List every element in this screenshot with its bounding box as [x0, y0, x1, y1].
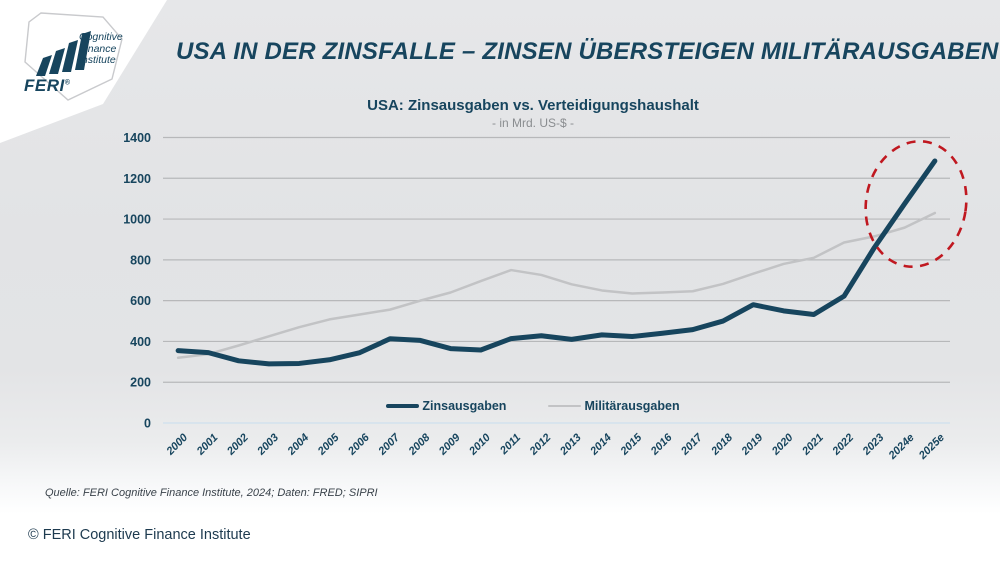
chart-legend: Zinsausgaben Militärausgaben — [163, 397, 903, 415]
footer-copyright: © FERI Cognitive Finance Institute — [28, 527, 251, 543]
zinsausgaben-line-swatch — [386, 403, 420, 409]
x-tick-label: 2022 — [830, 432, 857, 459]
x-tick-label: 2008 — [406, 431, 433, 458]
legend-item-zinsausgaben: Zinsausgaben — [386, 399, 506, 413]
logo-brand: FERI® — [24, 76, 70, 96]
x-tick-label: 2024e — [886, 432, 917, 463]
x-tick-label: 2001 — [194, 432, 221, 459]
militaerausgaben-line-swatch — [548, 404, 582, 408]
x-tick-label: 2023 — [860, 432, 887, 459]
x-tick-label: 2007 — [376, 431, 403, 458]
legend-label-zinsausgaben: Zinsausgaben — [422, 399, 507, 413]
y-tick-label: 1200 — [123, 172, 151, 186]
x-tick-label: 2004 — [285, 432, 312, 459]
chart-subtitle: - in Mrd. US-$ - — [491, 116, 574, 130]
zinsausgaben-line — [175, 158, 938, 367]
legend-label-militaerausgaben: Militärausgaben — [584, 399, 680, 413]
page-title: USA IN DER ZINSFALLE – ZINSEN ÜBERSTEIGE… — [176, 38, 999, 65]
militaerausgaben-line — [176, 211, 937, 359]
chart-title: USA: Zinsausgaben vs. Verteidigungshaush… — [367, 97, 699, 114]
x-tick-label: 2000 — [164, 431, 191, 458]
x-tick-label: 2015 — [618, 431, 645, 458]
x-tick-label: 2013 — [557, 432, 584, 459]
logo-tagline-line: Finance — [79, 42, 117, 55]
x-tick-label: 2002 — [224, 432, 251, 459]
logo-brand-text: FERI — [24, 76, 65, 95]
y-tick-label: 0 — [144, 417, 151, 431]
x-tick-label: 2025e — [916, 432, 947, 463]
x-tick-label: 2005 — [315, 431, 342, 458]
y-tick-label: 800 — [130, 253, 151, 267]
x-tick-label: 2012 — [527, 432, 554, 459]
x-tick-label: 2011 — [497, 432, 523, 458]
legend-item-militaerausgaben: Militärausgaben — [548, 399, 680, 413]
x-tick-label: 2009 — [436, 431, 463, 458]
y-tick-label: 400 — [130, 335, 151, 349]
x-tick-label: 2010 — [466, 431, 493, 458]
y-tick-label: 1400 — [123, 131, 151, 145]
logo-registered-mark: ® — [64, 79, 71, 87]
x-tick-label: 2018 — [709, 431, 736, 458]
x-tick-label: 2003 — [255, 432, 282, 459]
logo-tagline-line: Institute — [79, 54, 116, 66]
x-tick-label: 2019 — [739, 431, 766, 458]
logo-tagline: Cognitive Finance Institute — [79, 31, 123, 67]
x-tick-label: 2006 — [345, 431, 372, 458]
x-tick-label: 2016 — [648, 431, 675, 458]
x-tick-label: 2014 — [588, 432, 615, 459]
logo-tagline-line: Cognitive — [79, 31, 123, 43]
source-note: Quelle: FERI Cognitive Finance Institute… — [45, 487, 378, 499]
logo-bars-icon — [36, 31, 91, 76]
y-tick-label: 1000 — [123, 213, 151, 227]
card-background — [0, 0, 1000, 514]
x-tick-label: 2017 — [678, 431, 705, 458]
y-tick-label: 200 — [130, 376, 151, 390]
x-tick-label: 2020 — [769, 431, 796, 458]
y-tick-label: 600 — [130, 294, 151, 308]
highlight-ellipse — [864, 139, 968, 269]
x-tick-label: 2021 — [799, 432, 826, 459]
